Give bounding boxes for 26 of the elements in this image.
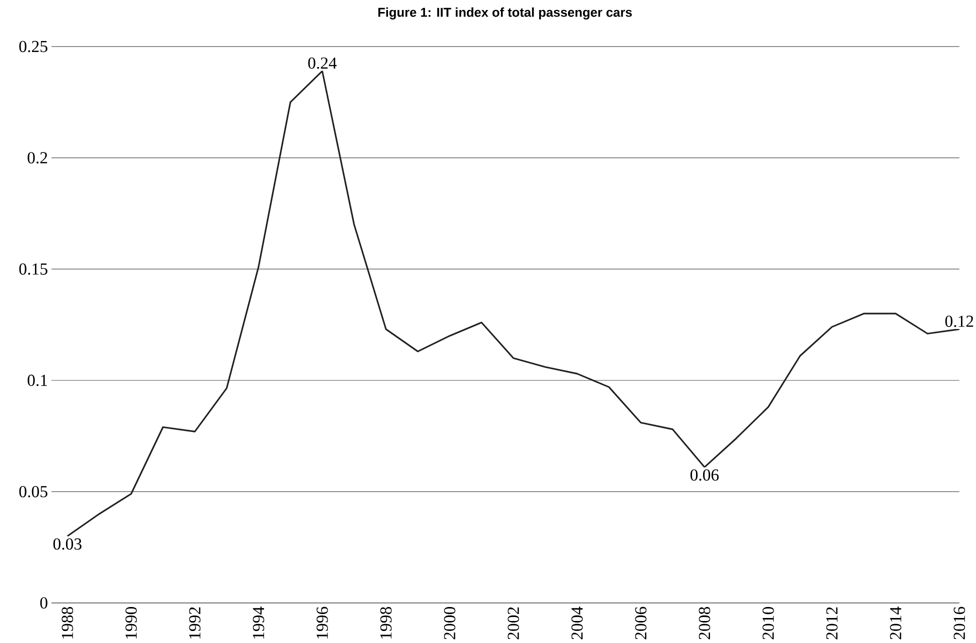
x-tick-label: 2004 (571, 606, 583, 640)
y-tick-label: 0.25 (19, 40, 48, 52)
y-tick-label: 0 (40, 597, 48, 608)
data-label: 0.06 (690, 469, 719, 481)
x-tick-label: 2014 (890, 606, 902, 640)
x-tick-label: 1990 (125, 606, 137, 638)
data-label: 0.24 (308, 57, 337, 69)
x-tick-label: 1998 (380, 606, 392, 638)
y-tick-label: 0.05 (19, 486, 48, 498)
x-tick-label: 2006 (635, 606, 646, 640)
x-tick-label: 2002 (508, 607, 520, 640)
x-tick-label: 2008 (698, 606, 710, 640)
x-tick-label: 2012 (826, 607, 838, 640)
x-tick-label: 2016 (954, 606, 966, 640)
y-tick-label: 0.2 (28, 152, 48, 164)
x-tick-label: 1994 (252, 606, 264, 638)
data-label: 0.03 (53, 538, 82, 550)
x-tick-label: 1992 (189, 607, 200, 638)
y-tick-label: 0.1 (28, 374, 47, 386)
x-tick-label: 2000 (444, 606, 456, 640)
y-tick-label: 0.15 (19, 263, 48, 275)
x-tick-label: 2010 (762, 606, 774, 640)
data-label: 0.12 (945, 316, 974, 327)
x-tick-label: 1988 (62, 606, 74, 638)
x-tick-label: 1996 (316, 606, 328, 638)
chart-title: Figure 1: IIT index of total passenger cars (378, 7, 632, 20)
